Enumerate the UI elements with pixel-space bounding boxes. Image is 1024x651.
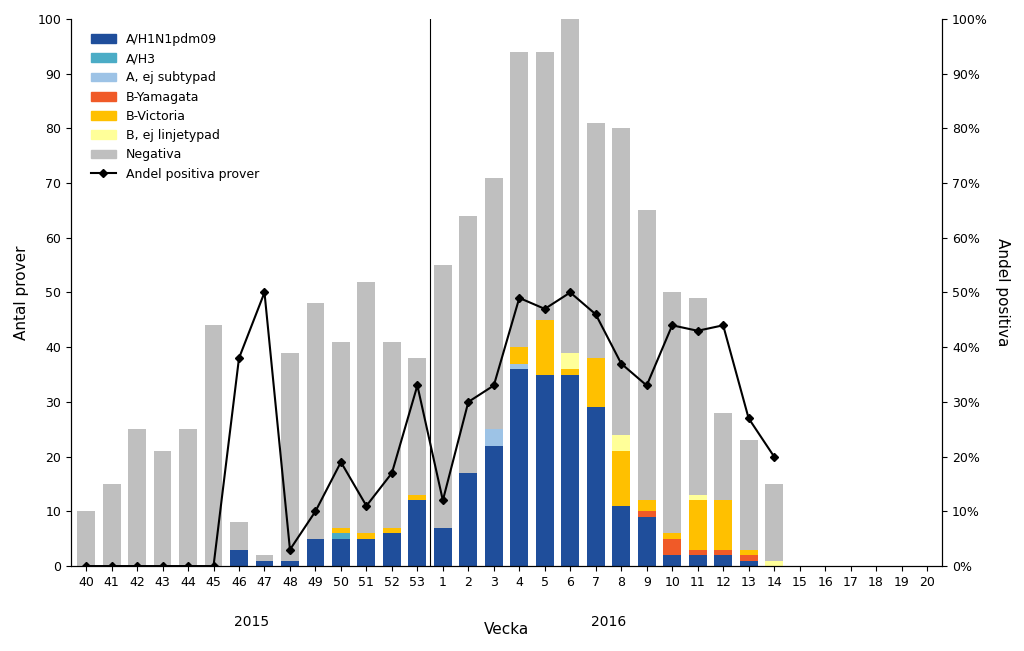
Text: 2016: 2016 (591, 615, 626, 630)
Bar (485, 446, 503, 566)
Bar (638, 501, 655, 511)
Bar (587, 408, 604, 566)
Bar (561, 369, 580, 374)
Bar (739, 555, 758, 561)
Bar (612, 451, 630, 506)
Bar (739, 440, 758, 549)
Bar (536, 374, 554, 566)
Text: 2015: 2015 (234, 615, 269, 630)
Y-axis label: Andel positiva: Andel positiva (995, 238, 1010, 347)
Bar (128, 429, 146, 566)
Bar (510, 51, 528, 347)
Bar (561, 374, 580, 566)
Bar (714, 549, 732, 555)
Bar (689, 495, 707, 501)
Bar (306, 303, 325, 538)
Bar (536, 51, 554, 320)
Bar (587, 358, 604, 408)
Bar (281, 353, 299, 561)
Bar (612, 128, 630, 435)
Bar (256, 561, 273, 566)
Bar (612, 506, 630, 566)
Bar (357, 538, 376, 566)
Bar (689, 501, 707, 549)
Bar (714, 501, 732, 549)
Bar (434, 265, 452, 528)
Bar (409, 358, 426, 495)
Bar (561, 19, 580, 353)
Bar (281, 561, 299, 566)
Bar (510, 369, 528, 566)
Bar (664, 533, 681, 538)
Bar (638, 517, 655, 566)
Bar (638, 511, 655, 517)
Bar (154, 451, 171, 566)
Bar (689, 298, 707, 495)
Bar (460, 216, 477, 473)
Bar (739, 549, 758, 555)
X-axis label: Vecka: Vecka (484, 622, 529, 637)
Bar (332, 533, 350, 538)
Bar (357, 533, 376, 538)
Bar (689, 549, 707, 555)
Bar (638, 210, 655, 501)
Bar (714, 413, 732, 501)
Bar (612, 435, 630, 451)
Bar (664, 538, 681, 555)
Bar (561, 353, 580, 369)
Bar (383, 528, 400, 533)
Bar (230, 522, 248, 549)
Bar (510, 364, 528, 369)
Bar (179, 429, 197, 566)
Bar (587, 123, 604, 358)
Bar (434, 528, 452, 566)
Bar (383, 342, 400, 528)
Bar (664, 292, 681, 533)
Bar (536, 320, 554, 374)
Bar (485, 429, 503, 446)
Bar (714, 555, 732, 566)
Bar (510, 347, 528, 364)
Bar (230, 549, 248, 566)
Bar (77, 511, 95, 566)
Bar (205, 326, 222, 566)
Bar (306, 538, 325, 566)
Bar (332, 528, 350, 533)
Bar (739, 561, 758, 566)
Bar (383, 533, 400, 566)
Bar (765, 484, 783, 561)
Y-axis label: Antal prover: Antal prover (14, 245, 29, 340)
Legend: A/H1N1pdm09, A/H3, A, ej subtypad, B-Yamagata, B-Victoria, B, ej linjetypad, Neg: A/H1N1pdm09, A/H3, A, ej subtypad, B-Yam… (86, 28, 264, 186)
Bar (485, 178, 503, 429)
Bar (664, 555, 681, 566)
Bar (409, 501, 426, 566)
Bar (332, 342, 350, 528)
Bar (765, 561, 783, 566)
Bar (357, 281, 376, 533)
Bar (256, 555, 273, 561)
Bar (689, 555, 707, 566)
Bar (409, 495, 426, 501)
Bar (460, 473, 477, 566)
Bar (332, 538, 350, 566)
Bar (102, 484, 121, 566)
